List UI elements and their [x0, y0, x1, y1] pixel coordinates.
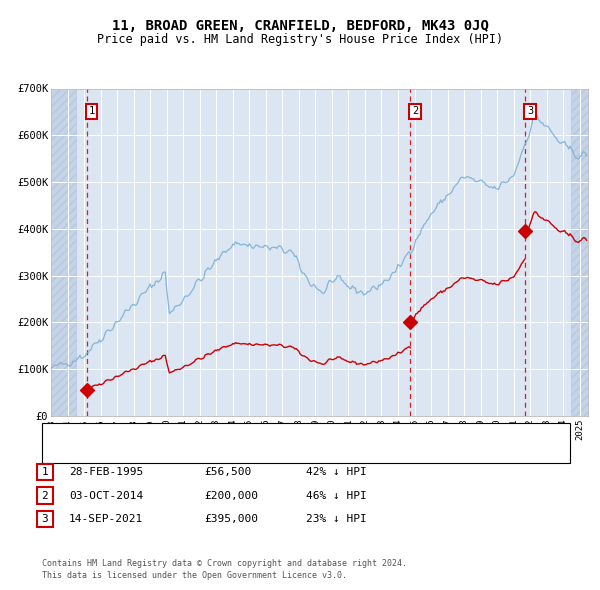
Text: Contains HM Land Registry data © Crown copyright and database right 2024.: Contains HM Land Registry data © Crown c…: [42, 559, 407, 568]
Text: 2: 2: [412, 106, 418, 116]
Text: Price paid vs. HM Land Registry's House Price Index (HPI): Price paid vs. HM Land Registry's House …: [97, 33, 503, 46]
Text: 3: 3: [41, 514, 49, 524]
Text: 1: 1: [89, 106, 95, 116]
Text: £395,000: £395,000: [204, 514, 258, 524]
Text: 03-OCT-2014: 03-OCT-2014: [69, 491, 143, 500]
Text: £56,500: £56,500: [204, 467, 251, 477]
Text: 46% ↓ HPI: 46% ↓ HPI: [306, 491, 367, 500]
Point: [521, 227, 530, 236]
Text: This data is licensed under the Open Government Licence v3.0.: This data is licensed under the Open Gov…: [42, 571, 347, 579]
Text: 1: 1: [41, 467, 49, 477]
Text: £200,000: £200,000: [204, 491, 258, 500]
Bar: [571, 88, 588, 416]
Text: 11, BROAD GREEN, CRANFIELD, BEDFORD, MK43 0JQ: 11, BROAD GREEN, CRANFIELD, BEDFORD, MK4…: [112, 19, 488, 33]
Text: HPI: Average price, detached house, Central Bedfordshire: HPI: Average price, detached house, Cent…: [87, 447, 416, 457]
Text: 11, BROAD GREEN, CRANFIELD, BEDFORD, MK43 0JQ (detached house): 11, BROAD GREEN, CRANFIELD, BEDFORD, MK4…: [87, 430, 451, 440]
Text: 42% ↓ HPI: 42% ↓ HPI: [306, 467, 367, 477]
Text: 28-FEB-1995: 28-FEB-1995: [69, 467, 143, 477]
Point: [406, 317, 415, 327]
Text: 2: 2: [41, 491, 49, 500]
Text: 14-SEP-2021: 14-SEP-2021: [69, 514, 143, 524]
Bar: [51, 88, 76, 416]
Text: 23% ↓ HPI: 23% ↓ HPI: [306, 514, 367, 524]
Point: [82, 385, 92, 394]
Text: 3: 3: [527, 106, 533, 116]
